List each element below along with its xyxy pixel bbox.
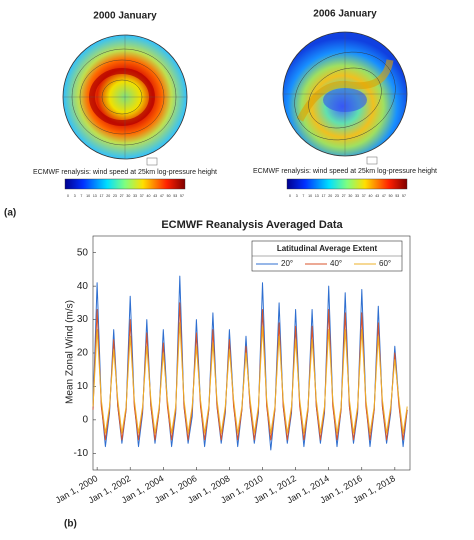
colorbar-tick-label: 3 [296, 194, 298, 198]
colorbar-tick-label: 33 [355, 194, 359, 198]
colorbar-tick-label: 40 [147, 194, 151, 198]
y-tick-label: 30 [77, 314, 89, 325]
map-title: 2006 January [313, 9, 377, 20]
colorbar [286, 178, 408, 190]
legend-label: 40° [330, 259, 342, 268]
colorbar-tick-label: 10 [86, 194, 90, 198]
colorbar-tick-label: 0 [67, 194, 69, 198]
colorbar-tick-label: 23 [113, 194, 117, 198]
colorbar-tick-label: 47 [382, 194, 386, 198]
colorbar-tick-label: 53 [173, 194, 177, 198]
legend-label: 60° [379, 259, 391, 268]
colorbar-tick-label: 30 [126, 194, 130, 198]
y-tick-label: 10 [77, 381, 89, 392]
colorbar-tick-label: 27 [342, 194, 346, 198]
colorbar-tick-label: 20 [106, 194, 110, 198]
colorbar-tick-label: 7 [302, 194, 304, 198]
colorbar-tick-label: 43 [153, 194, 157, 198]
chart-title: ECMWF Reanalysis Averaged Data [161, 219, 343, 231]
colorbar-tick-label: 50 [389, 194, 393, 198]
y-tick-label: 20 [77, 348, 89, 359]
legend-title: Latitudinal Average Extent [277, 244, 378, 253]
y-tick-label: 50 [77, 247, 89, 258]
colorbar-tick-label: 0 [289, 194, 291, 198]
map-icon [366, 156, 378, 165]
series-line [92, 302, 408, 441]
y-tick-label: 0 [82, 414, 88, 425]
colorbar-tick-label: 50 [167, 194, 171, 198]
colorbar-tick-label: 7 [80, 194, 82, 198]
colorbar-tick-label: 13 [315, 194, 319, 198]
colorbar-tick-label: 20 [328, 194, 332, 198]
map-caption: ECMWF renalysis: wind speed at 25km log-… [253, 168, 437, 175]
colorbar-tick-label: 47 [160, 194, 164, 198]
colorbar-tick-label: 53 [395, 194, 399, 198]
colorbar-tick-label: 3 [74, 194, 76, 198]
colorbar-tick-label: 13 [93, 194, 97, 198]
colorbar-tick-label: 17 [100, 194, 104, 198]
colorbar-tick-label: 40 [369, 194, 373, 198]
series-line [92, 322, 408, 434]
colorbar-tick-label: 27 [120, 194, 124, 198]
colorbar-tick-label: 57 [180, 194, 184, 198]
map-icon [146, 157, 158, 166]
colorbar [64, 178, 186, 190]
panel-label: (b) [64, 519, 77, 530]
map-title: 2000 January [93, 11, 157, 22]
y-axis-label: Mean Zonal Wind (m/s) [65, 300, 76, 404]
colorbar-tick-label: 10 [308, 194, 312, 198]
colorbar-tick-label: 57 [402, 194, 406, 198]
legend-label: 20° [281, 259, 293, 268]
y-tick-label: 40 [77, 281, 89, 292]
colorbar-tick-label: 17 [322, 194, 326, 198]
colorbar-tick-label: 23 [335, 194, 339, 198]
polar-map [282, 31, 408, 157]
colorbar-tick-label: 37 [362, 194, 366, 198]
y-tick-label: -10 [74, 448, 89, 459]
colorbar-tick-label: 30 [348, 194, 352, 198]
panel-label: (a) [4, 208, 16, 219]
colorbar-tick-label: 43 [375, 194, 379, 198]
colorbar-tick-label: 33 [133, 194, 137, 198]
map-caption: ECMWF renalysis: wind speed at 25km log-… [33, 169, 217, 176]
polar-map [62, 34, 188, 160]
colorbar-tick-label: 37 [140, 194, 144, 198]
